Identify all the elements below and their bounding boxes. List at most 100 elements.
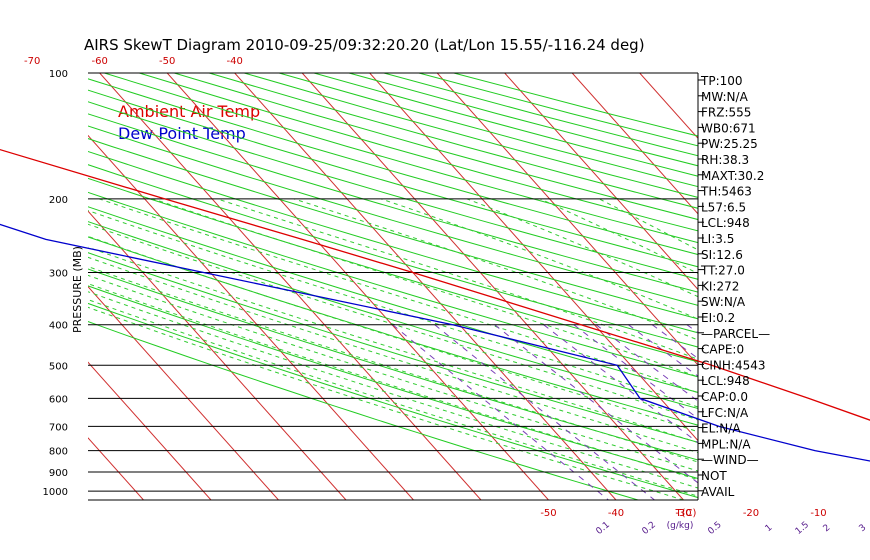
- top-temp-tick-label: -40: [227, 56, 243, 67]
- dew-point-temp-line: [0, 223, 870, 462]
- bottom-temp-unit: T(C): [675, 508, 697, 519]
- index-entry: LI:3.5: [701, 232, 734, 246]
- mixing-ratio-label: 1: [764, 523, 775, 534]
- isotherm-line: [0, 73, 9, 500]
- moist-adiabat-line: [99, 198, 698, 394]
- mixing-ratio-label: 0.5: [706, 520, 723, 537]
- index-entry: CINH:4543: [701, 358, 766, 372]
- moist-adiabat-line: [152, 198, 698, 378]
- mixing-ratio-line: [392, 324, 609, 500]
- index-entry: TT:27.0: [700, 264, 745, 278]
- index-entry: SI:12.6: [701, 248, 743, 262]
- index-entry: EL:N/A: [701, 422, 741, 436]
- mixing-ratio-line: [839, 325, 870, 500]
- dry-adiabat-line: [88, 89, 698, 268]
- moist-adiabat-line: [88, 246, 698, 444]
- index-entry: PW:25.25: [701, 137, 758, 151]
- moist-adiabat-line: [88, 256, 698, 454]
- dry-adiabat-line: [88, 285, 698, 479]
- bottom-temp-tick-label: -20: [743, 508, 759, 519]
- mixing-ratio-line: [573, 324, 698, 420]
- moist-adiabat-line: [216, 198, 698, 360]
- bottom-temp-tick-label: -50: [540, 508, 556, 519]
- index-entry: SW:N/A: [701, 295, 746, 309]
- index-entry: TP:100: [700, 74, 743, 88]
- dry-adiabat-line: [88, 302, 698, 499]
- index-entry: TH:5463: [700, 185, 752, 199]
- dry-adiabat-line: [88, 268, 698, 461]
- bottom-temp-tick-label: -10: [810, 508, 826, 519]
- moist-adiabat-line: [88, 274, 698, 472]
- dry-adiabat-line: [209, 73, 698, 209]
- mixing-ratio-label: 0.2: [641, 520, 658, 537]
- isotherm-line: [88, 285, 279, 500]
- legend-ambient-air-temp: Ambient Air Temp: [118, 102, 260, 121]
- pressure-tick-label: 400: [49, 321, 68, 332]
- index-entry: WB0:671: [701, 121, 756, 135]
- dry-adiabat-line: [88, 150, 698, 334]
- bottom-temp-tick-label: -30: [675, 508, 691, 519]
- isotherm-line: [775, 73, 870, 500]
- sounding-series: [0, 148, 870, 462]
- index-entry: MW:N/A: [701, 90, 749, 104]
- dry-adiabat-line: [88, 252, 698, 443]
- index-entry: AVAIL: [701, 485, 735, 499]
- mixing-ratio-label: 3: [858, 523, 869, 534]
- index-entry: NOT: [701, 469, 727, 483]
- isotherm-line: [88, 210, 347, 500]
- pressure-tick-label: 100: [49, 69, 68, 80]
- ambient-air-temp-line: [0, 148, 870, 421]
- plot-frame: [88, 72, 704, 501]
- dry-adiabat-line: [88, 78, 698, 256]
- dry-adiabat-line: [88, 177, 698, 363]
- moist-adiabat-line: [88, 266, 698, 463]
- mixing-ratio-line: [628, 324, 698, 377]
- mixing-ratio-line: [595, 324, 698, 402]
- chart-title: AIRS SkewT Diagram 2010-09-25/09:32:20.2…: [84, 36, 645, 54]
- isotherm-line: [99, 73, 482, 500]
- index-entry: LCL:948: [701, 374, 750, 388]
- dry-adiabat-line: [88, 164, 698, 348]
- index-entry: —WIND—: [701, 453, 759, 467]
- top-temp-tick-label: -50: [159, 56, 175, 67]
- bottom-temp-tick-label: -40: [608, 508, 624, 519]
- pressure-tick-label: 700: [49, 422, 68, 433]
- pressure-tick-label: 500: [49, 361, 68, 372]
- mixing-ratio-label: 0.1: [595, 520, 612, 537]
- isotherm-line: [0, 73, 76, 500]
- pressure-tick-label: 900: [49, 468, 68, 479]
- moist-adiabat-line: [88, 235, 698, 433]
- isotherm-line: [301, 73, 684, 500]
- isotherm-line: [369, 73, 698, 442]
- top-temp-tick-label: -60: [92, 56, 108, 67]
- pressure-tick-label: 800: [49, 447, 68, 458]
- index-entry: MAXT:30.2: [701, 169, 764, 183]
- moist-adiabat-line: [88, 223, 698, 421]
- isotherm-line: [88, 361, 212, 500]
- mixing-ratio-line: [799, 325, 870, 500]
- isotherm-line: [166, 73, 549, 500]
- isotherm-line: [234, 73, 617, 500]
- moist-adiabat-line: [88, 210, 698, 408]
- mixing-ratio-line: [771, 325, 870, 500]
- moist-adiabat-line: [88, 291, 698, 489]
- moist-adiabat-line: [88, 299, 698, 497]
- index-entry: —PARCEL—: [701, 327, 770, 341]
- isotherm-line: [88, 134, 414, 500]
- moist-adiabat-line: [88, 306, 684, 500]
- index-entry: LCL:948: [701, 216, 750, 230]
- index-entry: L57:6.5: [701, 200, 746, 214]
- dry-adiabat-line: [313, 73, 698, 177]
- index-entry: EI:0.2: [701, 311, 735, 325]
- mixing-ratio-label: 1.5: [794, 520, 811, 537]
- moist-adiabat-line: [88, 283, 698, 481]
- index-entry: RH:38.3: [701, 153, 749, 167]
- moist-adiabat-line: [380, 198, 698, 320]
- mixing-ratio-line: [494, 324, 698, 484]
- dry-adiabat-line: [88, 321, 639, 500]
- index-entry: LFC:N/A: [701, 406, 749, 420]
- dry-adiabat-line: [88, 138, 698, 320]
- dry-adiabat-line: [88, 191, 698, 378]
